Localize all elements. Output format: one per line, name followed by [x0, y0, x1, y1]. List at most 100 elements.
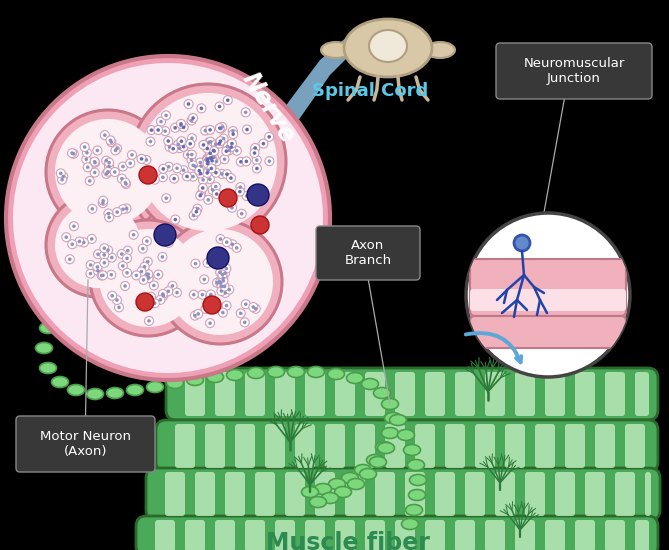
Circle shape [147, 319, 151, 323]
Circle shape [68, 240, 77, 249]
Circle shape [189, 161, 197, 170]
FancyBboxPatch shape [315, 472, 335, 516]
Circle shape [209, 146, 219, 156]
Circle shape [100, 274, 104, 277]
Circle shape [118, 205, 128, 214]
Text: Spinal Cord: Spinal Cord [312, 82, 428, 100]
Circle shape [235, 246, 238, 250]
Circle shape [251, 216, 269, 234]
Circle shape [177, 119, 185, 128]
Circle shape [185, 175, 189, 178]
Circle shape [158, 220, 282, 344]
Circle shape [252, 305, 255, 309]
FancyBboxPatch shape [625, 424, 645, 468]
Circle shape [244, 111, 248, 114]
Ellipse shape [39, 362, 56, 373]
Ellipse shape [207, 371, 223, 382]
Circle shape [212, 156, 215, 159]
Circle shape [68, 148, 76, 157]
Circle shape [208, 178, 211, 181]
Ellipse shape [405, 504, 423, 515]
Circle shape [151, 175, 159, 184]
Ellipse shape [334, 487, 351, 498]
Ellipse shape [344, 19, 432, 77]
Circle shape [107, 161, 111, 164]
Ellipse shape [409, 475, 427, 486]
Circle shape [60, 178, 64, 182]
Circle shape [171, 147, 175, 151]
Circle shape [75, 237, 84, 246]
Circle shape [165, 114, 168, 117]
FancyBboxPatch shape [325, 424, 345, 468]
Circle shape [187, 102, 191, 106]
Circle shape [255, 167, 259, 170]
Ellipse shape [288, 366, 304, 377]
Circle shape [211, 182, 220, 191]
Circle shape [117, 250, 126, 258]
FancyBboxPatch shape [645, 472, 651, 516]
Circle shape [100, 131, 109, 140]
Circle shape [206, 261, 209, 265]
Circle shape [106, 249, 110, 252]
FancyBboxPatch shape [156, 420, 658, 472]
Circle shape [206, 168, 210, 172]
Circle shape [161, 255, 164, 258]
Circle shape [228, 126, 237, 136]
Circle shape [219, 126, 223, 130]
Circle shape [218, 270, 227, 279]
Circle shape [70, 222, 78, 231]
Circle shape [205, 125, 215, 134]
Circle shape [265, 157, 274, 166]
Circle shape [55, 202, 141, 288]
FancyBboxPatch shape [605, 520, 625, 550]
FancyBboxPatch shape [470, 316, 626, 348]
Circle shape [259, 139, 268, 148]
Circle shape [231, 129, 235, 133]
Ellipse shape [35, 343, 52, 354]
Circle shape [102, 169, 111, 178]
Circle shape [255, 158, 259, 162]
Circle shape [193, 204, 202, 213]
Circle shape [106, 212, 110, 215]
Circle shape [198, 290, 207, 299]
Circle shape [117, 306, 121, 309]
Circle shape [205, 171, 209, 175]
Circle shape [219, 139, 222, 143]
Circle shape [204, 195, 213, 204]
FancyBboxPatch shape [525, 472, 545, 516]
Circle shape [161, 167, 165, 170]
FancyBboxPatch shape [335, 372, 355, 416]
Circle shape [219, 277, 227, 285]
Circle shape [183, 150, 193, 159]
Circle shape [252, 304, 260, 314]
Circle shape [157, 128, 160, 132]
Circle shape [191, 259, 200, 268]
Circle shape [250, 148, 259, 157]
Circle shape [168, 145, 171, 149]
Circle shape [115, 210, 119, 214]
Circle shape [252, 156, 262, 164]
Circle shape [192, 213, 195, 217]
Circle shape [165, 142, 174, 151]
Circle shape [106, 170, 110, 174]
Circle shape [169, 144, 178, 153]
Circle shape [201, 126, 210, 135]
Circle shape [265, 133, 274, 141]
Circle shape [136, 293, 154, 311]
Circle shape [253, 151, 256, 155]
Circle shape [238, 190, 242, 194]
Circle shape [217, 123, 227, 131]
Circle shape [98, 271, 108, 280]
Ellipse shape [68, 384, 84, 395]
Circle shape [124, 182, 128, 186]
Ellipse shape [341, 472, 359, 483]
Circle shape [211, 140, 221, 149]
Circle shape [222, 238, 231, 246]
Circle shape [191, 162, 199, 171]
Circle shape [130, 153, 134, 157]
FancyBboxPatch shape [185, 372, 205, 416]
Circle shape [161, 175, 165, 179]
Ellipse shape [425, 42, 455, 58]
Circle shape [466, 213, 630, 377]
Circle shape [229, 145, 233, 149]
